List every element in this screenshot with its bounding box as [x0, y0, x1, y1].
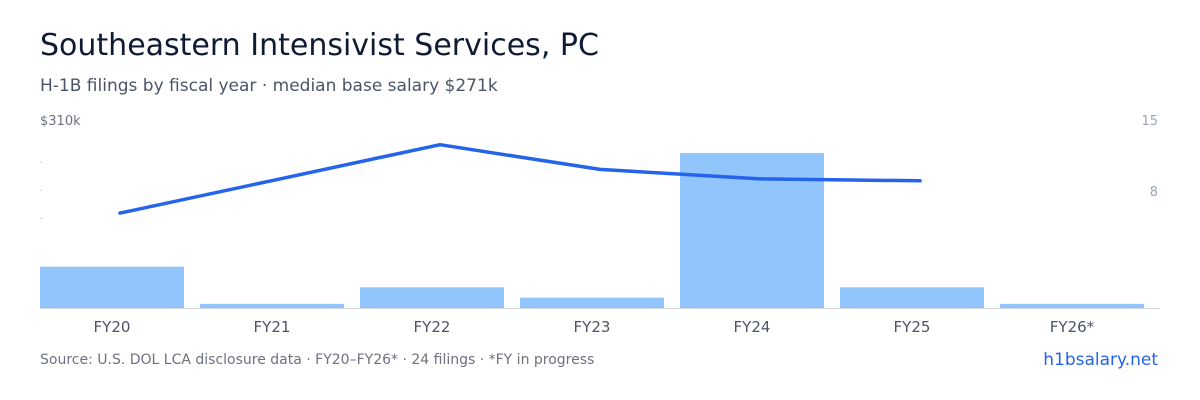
bar-fy21 — [200, 303, 344, 308]
x-tick-label: FY25 — [894, 318, 931, 336]
salary-line-group — [118, 142, 922, 215]
x-tick-label: FY24 — [734, 318, 771, 336]
page-title: Southeastern Intensivist Services, PC — [40, 28, 599, 63]
x-tick-label: FY20 — [94, 318, 131, 336]
page-subtitle: H-1B filings by fiscal year · median bas… — [40, 76, 498, 96]
salary-line — [118, 142, 922, 215]
bar-fy23 — [520, 297, 664, 308]
right-axis-tick-label: 8 — [1150, 185, 1158, 200]
bar-fy26 — [1000, 303, 1144, 308]
category-labels: FY20 FY21 FY22 FY23 FY24 FY25 FY26* — [94, 318, 1095, 336]
left-axis-grid-marks — [40, 161, 42, 220]
source-note: Source: U.S. DOL LCA disclosure data · F… — [40, 352, 595, 368]
right-axis-tick-label: 15 — [1141, 114, 1158, 129]
bars-group — [40, 153, 1144, 308]
x-tick-label: FY26* — [1050, 318, 1095, 336]
bar-fy20 — [40, 266, 184, 308]
brand-link[interactable]: h1bsalary.net — [1043, 350, 1158, 370]
x-tick-label: FY23 — [574, 318, 611, 336]
bar-fy25 — [840, 287, 984, 308]
bar-fy22 — [360, 287, 504, 308]
left-axis-top-label: $310k — [40, 114, 81, 129]
x-tick-label: FY21 — [254, 318, 291, 336]
x-tick-label: FY22 — [414, 318, 451, 336]
axis-labels: $310k 15 8 — [40, 114, 1158, 200]
